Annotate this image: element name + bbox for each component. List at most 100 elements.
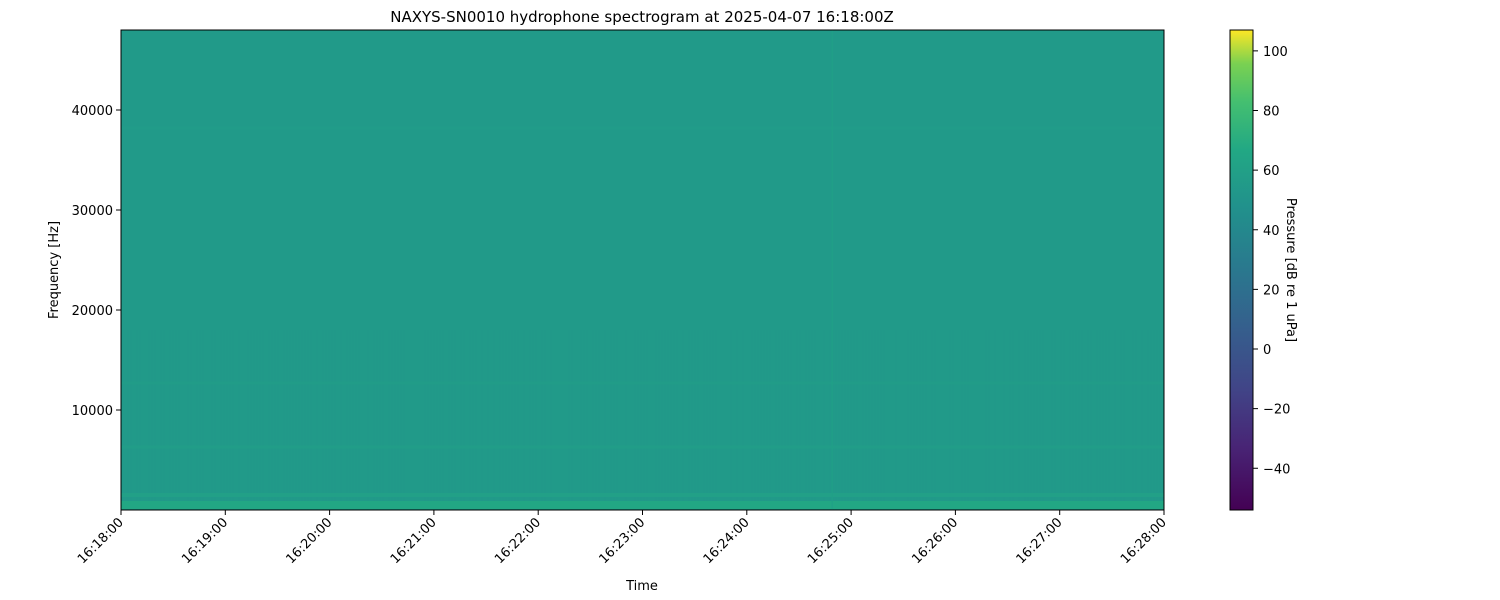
heatmap-column (640, 330, 642, 510)
heatmap-column (145, 330, 147, 510)
heatmap-column (1078, 330, 1080, 510)
heatmap-column (592, 330, 594, 510)
heatmap-column (577, 330, 579, 510)
heatmap-column (1102, 330, 1104, 510)
heatmap-column (964, 330, 966, 510)
heatmap-column (979, 330, 981, 510)
y-tick-label: 20000 (72, 304, 113, 319)
heatmap-column (886, 330, 888, 510)
heatmap-column (718, 330, 720, 510)
heatmap-column (781, 330, 783, 510)
heatmap-column (766, 330, 768, 510)
heatmap-column (328, 330, 330, 510)
heatmap-column (859, 330, 861, 510)
heatmap-column (259, 330, 261, 510)
heatmap-column (124, 330, 126, 510)
heatmap-column (1081, 330, 1083, 510)
heatmap-column (625, 330, 627, 510)
heatmap-column (925, 330, 927, 510)
heatmap-column (706, 330, 708, 510)
heatmap-column (1147, 330, 1149, 510)
heatmap-column (289, 330, 291, 510)
heatmap-column (307, 330, 309, 510)
heatmap-column (946, 330, 948, 510)
heatmap-column (595, 330, 597, 510)
heatmap-column (688, 330, 690, 510)
heatmap-column (757, 330, 759, 510)
heatmap-column (778, 330, 780, 510)
heatmap-column (1009, 330, 1011, 510)
heatmap-column (1027, 330, 1029, 510)
heatmap-column (418, 330, 420, 510)
heatmap-column (967, 330, 969, 510)
heatmap-column (184, 330, 186, 510)
heatmap-column (421, 330, 423, 510)
y-tick-label: 40000 (72, 104, 113, 119)
heatmap-column (709, 330, 711, 510)
heatmap-column (466, 330, 468, 510)
heatmap-column (1114, 330, 1116, 510)
heatmap-column (697, 330, 699, 510)
heatmap-column (922, 330, 924, 510)
heatmap-column (820, 330, 822, 510)
heatmap-column (505, 330, 507, 510)
heatmap-column (481, 330, 483, 510)
heatmap-column (295, 330, 297, 510)
x-tick-label: 16:28:00 (1118, 515, 1170, 567)
heatmap-column (907, 330, 909, 510)
heatmap-column (175, 330, 177, 510)
heatmap-column (523, 330, 525, 510)
heatmap-column (661, 330, 663, 510)
heatmap-column (373, 330, 375, 510)
heatmap-column (229, 330, 231, 510)
heatmap-column (1051, 330, 1053, 510)
heatmap-column (601, 330, 603, 510)
heatmap-column (298, 330, 300, 510)
heatmap-band (121, 381, 1164, 385)
heatmap-column (772, 330, 774, 510)
heatmap-column (916, 330, 918, 510)
heatmap-column (730, 330, 732, 510)
colorbar-tick-label: −20 (1263, 403, 1290, 418)
heatmap-column (388, 330, 390, 510)
x-tick-label: 16:24:00 (701, 515, 753, 567)
heatmap-column (544, 330, 546, 510)
heatmap-column (187, 330, 189, 510)
heatmap-column (331, 330, 333, 510)
heatmap-column (940, 330, 942, 510)
y-tick-label: 10000 (72, 404, 113, 419)
heatmap-column (721, 330, 723, 510)
x-tick-label: 16:23:00 (596, 515, 648, 567)
heatmap-column (1018, 330, 1020, 510)
heatmap-column (541, 330, 543, 510)
heatmap-column (439, 330, 441, 510)
heatmap-column (574, 330, 576, 510)
heatmap-column (385, 330, 387, 510)
heatmap-column (727, 330, 729, 510)
heatmap-column (1090, 330, 1092, 510)
heatmap-column (832, 330, 834, 510)
heatmap-column (1072, 330, 1074, 510)
heatmap-column (172, 330, 174, 510)
heatmap-column (628, 330, 630, 510)
heatmap-column (448, 330, 450, 510)
heatmap-column (931, 330, 933, 510)
heatmap-column (1003, 330, 1005, 510)
heatmap-column (868, 330, 870, 510)
heatmap-column (190, 330, 192, 510)
heatmap-column (1162, 330, 1164, 510)
heatmap-column (952, 330, 954, 510)
heatmap-column (484, 330, 486, 510)
heatmap-column (1156, 330, 1158, 510)
heatmap-column (556, 330, 558, 510)
heatmap-column (553, 330, 555, 510)
heatmap-column (211, 330, 213, 510)
heatmap-column (415, 330, 417, 510)
heatmap-column (1045, 330, 1047, 510)
heatmap-column (562, 330, 564, 510)
y-axis: 10000 20000 30000 40000 (72, 104, 121, 419)
heatmap-column (226, 330, 228, 510)
heatmap-column (898, 330, 900, 510)
heatmap-column (1000, 330, 1002, 510)
heatmap-column (664, 330, 666, 510)
